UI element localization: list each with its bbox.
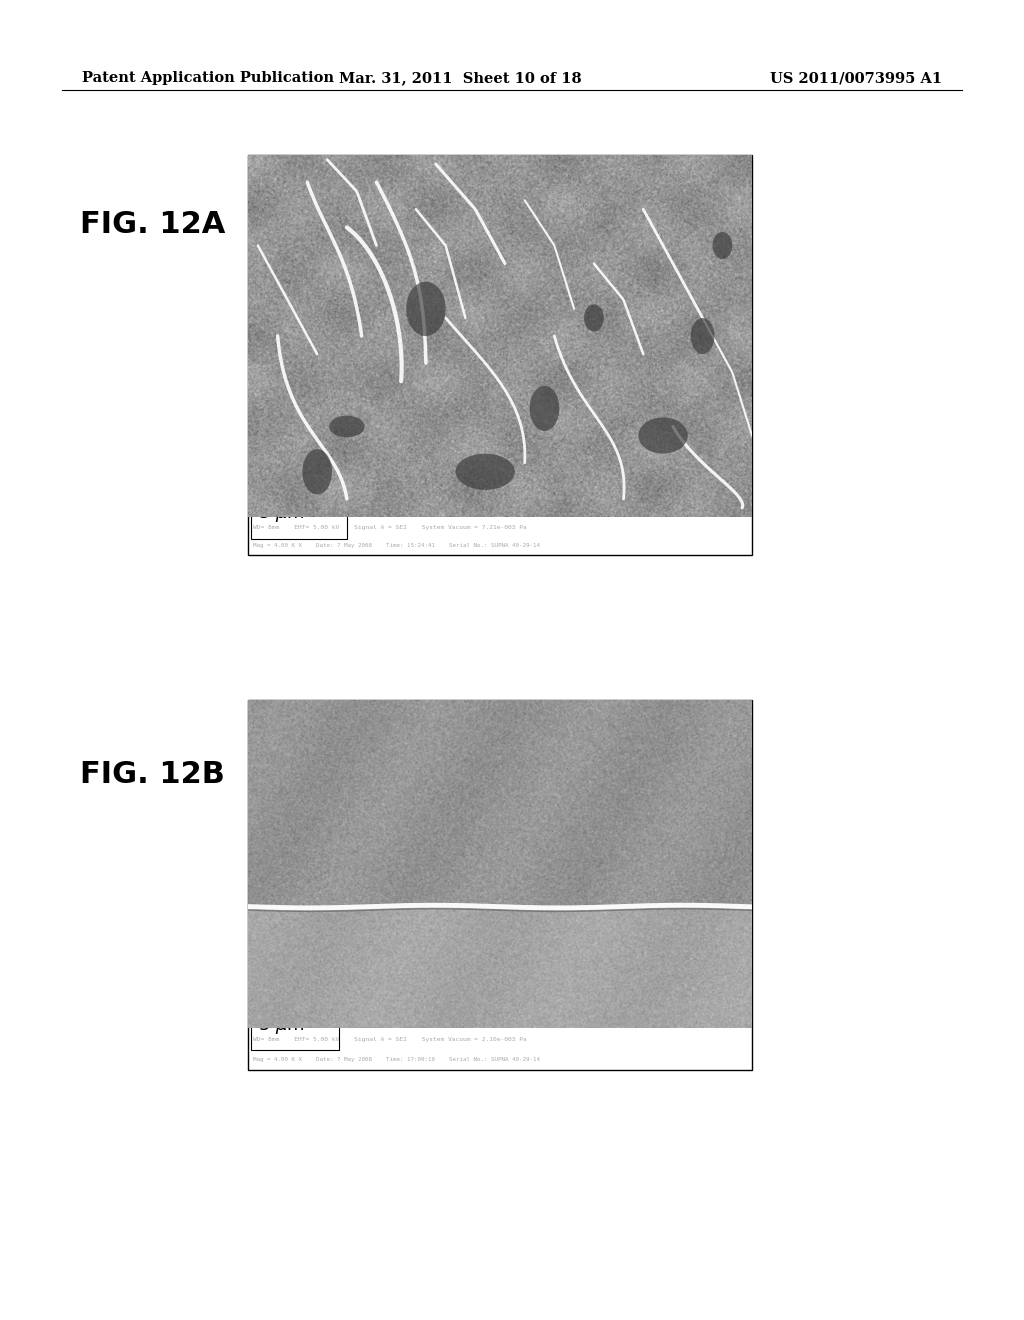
Text: WD= 8mm    EHT= 5.00 kV    Signal A = SE2    System Vacuum = 7.21e-003 Pa: WD= 8mm EHT= 5.00 kV Signal A = SE2 Syst… bbox=[253, 525, 526, 531]
Ellipse shape bbox=[638, 417, 688, 454]
Ellipse shape bbox=[456, 454, 515, 490]
Text: WD= 8mm    EHT= 5.00 kV    Signal A = SE2    System Vacuum = 2.10e-003 Pa: WD= 8mm EHT= 5.00 kV Signal A = SE2 Syst… bbox=[253, 1038, 526, 1043]
Ellipse shape bbox=[329, 416, 365, 437]
Text: Mag = 4.00 K X    Date: 7 May 2008    Time: 15:24:41    Serial No.: SUPNA 40-29-: Mag = 4.00 K X Date: 7 May 2008 Time: 15… bbox=[253, 543, 540, 548]
FancyBboxPatch shape bbox=[251, 488, 347, 539]
Ellipse shape bbox=[691, 318, 715, 354]
Ellipse shape bbox=[584, 305, 604, 331]
Text: Mag = 4.00 K X    Date: 7 May 2008    Time: 17:09:10    Serial No.: SUPNA 40-29-: Mag = 4.00 K X Date: 7 May 2008 Time: 17… bbox=[253, 1057, 540, 1063]
Text: 5 $\mu$m: 5 $\mu$m bbox=[258, 503, 304, 524]
Bar bbox=[248, 154, 752, 554]
Ellipse shape bbox=[407, 281, 445, 337]
Bar bbox=[248, 700, 752, 1071]
Text: Mar. 31, 2011  Sheet 10 of 18: Mar. 31, 2011 Sheet 10 of 18 bbox=[340, 71, 582, 84]
Text: 5 $\mu$m: 5 $\mu$m bbox=[258, 1015, 304, 1035]
Text: Patent Application Publication: Patent Application Publication bbox=[82, 71, 334, 84]
Ellipse shape bbox=[529, 385, 559, 432]
FancyBboxPatch shape bbox=[251, 1001, 339, 1049]
Text: US 2011/0073995 A1: US 2011/0073995 A1 bbox=[770, 71, 942, 84]
Text: FIG. 12B: FIG. 12B bbox=[80, 760, 225, 789]
Ellipse shape bbox=[302, 449, 332, 495]
Text: FIG. 12A: FIG. 12A bbox=[80, 210, 225, 239]
Ellipse shape bbox=[713, 232, 732, 259]
